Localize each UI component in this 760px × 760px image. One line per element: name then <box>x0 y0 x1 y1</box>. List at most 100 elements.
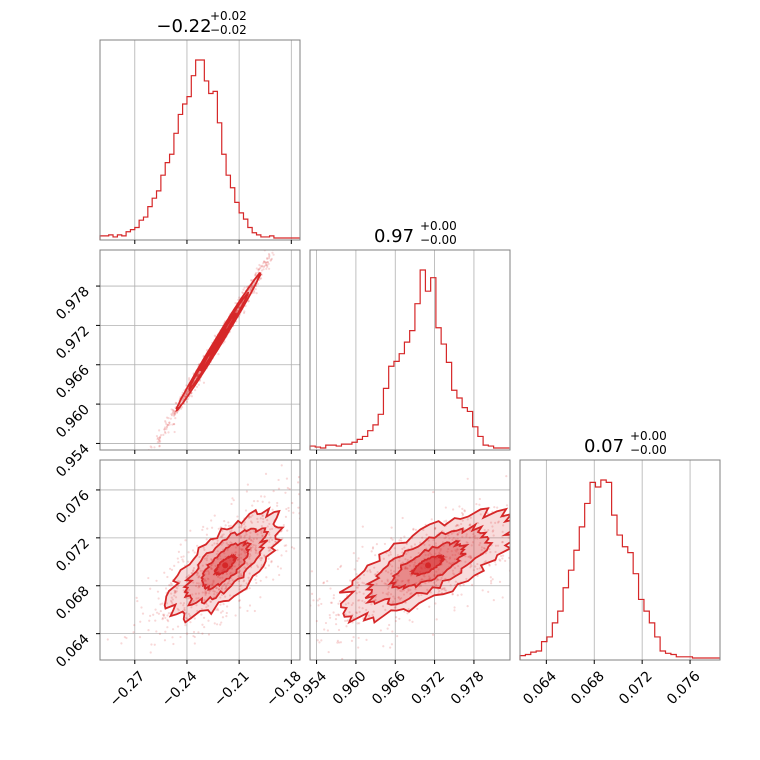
panel-2-1-point <box>316 599 319 602</box>
panel-2-0-point <box>297 476 300 479</box>
panel-2-0-point <box>179 635 182 639</box>
panel-2-1-point <box>374 554 377 557</box>
panel-2-0-point <box>243 534 246 537</box>
panel-2-1-point <box>507 556 510 560</box>
ytick-label-1-0: 0.954 <box>53 441 93 481</box>
panel-2-1-point <box>444 589 448 592</box>
panel-2-1-point <box>414 528 417 532</box>
panel-2-1-point <box>384 569 388 573</box>
panel-2-1-point <box>389 573 393 576</box>
panel-2-1-point <box>433 573 436 576</box>
panel-2-0-point <box>207 571 211 574</box>
panel-2-1-point <box>395 616 398 619</box>
panel-2-0-point <box>241 547 244 551</box>
panel-2-0-point <box>229 582 232 586</box>
panel-2-0-point <box>243 550 246 553</box>
panel-1-0-point <box>252 289 256 293</box>
panel-2-1-point <box>453 573 456 576</box>
panel-2-1-point <box>434 542 437 545</box>
panel-2-1-point <box>461 512 465 516</box>
panel-2-1-point <box>461 507 464 510</box>
panel-2-0-point <box>202 546 205 549</box>
panel-2-0-point <box>240 556 243 559</box>
panel-2-0-point <box>229 541 232 544</box>
panel-2-1-point <box>432 490 435 494</box>
title-0-sub: −0.02 <box>210 23 247 37</box>
panel-1-0-point <box>261 264 264 267</box>
panel-2-0-point <box>248 557 251 560</box>
panel-2-1-point <box>443 589 446 592</box>
panel-2-0-point <box>167 612 170 615</box>
panel-2-1-point <box>384 582 387 586</box>
panel-1-0-point <box>172 414 176 417</box>
panel-2-0-point <box>240 574 243 577</box>
panel-2-0-point <box>170 583 173 586</box>
panel-2-0-point <box>198 555 201 559</box>
panel-2-1-point <box>339 564 343 567</box>
panel-2-0-point <box>213 514 216 517</box>
panel-2-1-point <box>396 588 399 591</box>
panel-2-1-point <box>386 587 390 590</box>
panel-2-0-point <box>202 616 206 619</box>
panel-2-1-point <box>363 601 366 604</box>
panel-2-1-point <box>472 533 475 536</box>
panel-2-1-point <box>353 568 356 571</box>
panel-2-1-point <box>362 573 366 577</box>
panel-2-0-point <box>239 560 242 563</box>
panel-2-1-point <box>330 601 333 604</box>
panel-2-1-point <box>389 646 392 649</box>
panel-1-0-point <box>213 334 216 337</box>
panel-2-1-point <box>408 564 412 567</box>
panel-2-0-point <box>246 609 249 613</box>
panel-2-0-point <box>248 537 251 540</box>
panel-2-1-point <box>466 541 469 545</box>
panel-2-1-point <box>352 636 355 639</box>
panel-2-0-point <box>285 544 288 547</box>
panel-2-1-point <box>324 621 328 625</box>
panel-2-1-point <box>472 535 475 538</box>
panel-2-1-point <box>332 597 335 600</box>
panel-2-0-point <box>219 557 222 560</box>
panel-1-0-point <box>262 265 265 269</box>
hist-0-series <box>99 59 300 240</box>
panel-2-0-point <box>150 643 153 646</box>
panel-2-1-point <box>394 606 397 609</box>
panel-2-0-point <box>147 576 150 580</box>
panel-2-1-point <box>452 536 455 540</box>
panel-2-1-point <box>455 550 458 553</box>
panel-2-1-point <box>320 639 323 642</box>
panel-2-0-point <box>173 564 176 567</box>
panel-2-0-point <box>274 540 277 543</box>
panel-2-1-point <box>404 601 407 604</box>
panel-2-0-point <box>184 611 188 614</box>
panel-2-1-point <box>440 591 444 594</box>
panel-2-1-point <box>339 641 343 644</box>
panel-2-1-point <box>461 535 464 538</box>
panel-2-0-point <box>215 542 219 545</box>
panel-2-0-point <box>200 613 203 616</box>
panel-2-0-point <box>222 533 225 536</box>
panel-2-0-point <box>212 580 215 583</box>
panel-2-0-point <box>148 619 151 622</box>
panel-2-1-point <box>440 576 443 580</box>
panel-2-1-point <box>358 590 361 594</box>
panel-2-1-point <box>466 605 469 608</box>
panel-2-1-data <box>310 460 510 660</box>
panel-2-0-point <box>207 592 211 595</box>
panel-1-0-point <box>185 400 189 403</box>
panel-2-0-point <box>256 520 259 524</box>
panel-2-0-point <box>216 539 219 542</box>
panel-1-0-point <box>276 245 278 247</box>
panel-2-1-point <box>451 593 454 596</box>
panel-1-0-point <box>158 439 162 443</box>
panel-2-0-point <box>197 586 200 589</box>
panel-1-0-point <box>271 251 274 254</box>
panel-2-0-point <box>228 594 232 597</box>
panel-2-0-point <box>220 543 223 546</box>
panel-1-0-point <box>263 264 266 268</box>
panel-2-1-point <box>393 597 396 600</box>
panel-2-0-point <box>272 578 275 581</box>
panel-2-1-point <box>393 547 397 550</box>
panel-2-1-point <box>448 537 451 540</box>
panel-1-0-point <box>295 217 297 219</box>
